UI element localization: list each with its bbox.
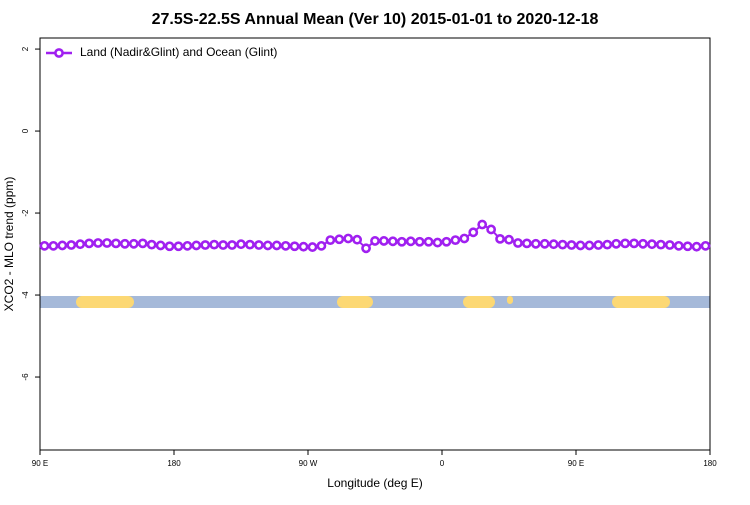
x-tick-label: 90 W xyxy=(299,459,318,468)
data-point xyxy=(262,240,273,251)
data-point xyxy=(209,239,220,250)
y-tick-label: -2 xyxy=(21,209,30,217)
x-axis-label: Longitude (deg E) xyxy=(327,476,422,490)
land-patch xyxy=(76,296,134,308)
data-point xyxy=(128,238,139,249)
x-tick-label: 90 E xyxy=(32,459,48,468)
data-point xyxy=(441,236,452,247)
data-point xyxy=(620,238,631,249)
data-point xyxy=(477,219,488,230)
data-point xyxy=(75,239,86,250)
data-point xyxy=(566,240,577,250)
data-point xyxy=(548,239,559,250)
data-point xyxy=(530,238,541,249)
y-tick-label: -4 xyxy=(21,291,30,299)
data-point xyxy=(343,233,354,244)
data-point xyxy=(495,233,505,244)
data-point xyxy=(271,240,282,251)
data-point xyxy=(236,239,246,250)
data-point xyxy=(191,240,202,251)
y-tick-label: 0 xyxy=(21,128,30,133)
data-point xyxy=(93,238,103,248)
data-point xyxy=(137,238,148,249)
data-point xyxy=(200,240,211,250)
land-patch xyxy=(463,296,495,308)
x-tick-label: 0 xyxy=(440,459,445,468)
data-point xyxy=(450,235,461,246)
data-point xyxy=(253,240,264,250)
land-patch xyxy=(612,296,670,308)
data-point xyxy=(361,243,371,254)
data-point xyxy=(155,240,166,251)
data-point xyxy=(673,240,684,251)
legend-label: Land (Nadir&Glint) and Ocean (Glint) xyxy=(80,45,277,59)
data-point xyxy=(664,240,675,250)
data-point xyxy=(387,236,398,247)
data-point xyxy=(352,234,363,245)
data-point xyxy=(691,241,702,252)
data-point xyxy=(57,240,68,251)
data-point xyxy=(557,239,568,250)
data-point xyxy=(218,240,229,250)
y-tick-label: -6 xyxy=(21,373,30,381)
data-point xyxy=(39,240,50,251)
data-point xyxy=(611,238,622,249)
x-tick-label: 90 E xyxy=(568,459,584,468)
data-point xyxy=(700,240,711,251)
data-point xyxy=(593,240,604,250)
data-point xyxy=(575,240,586,251)
land-patch xyxy=(337,296,373,308)
data-point xyxy=(504,234,514,245)
data-point xyxy=(370,236,380,246)
data-point xyxy=(84,238,95,249)
data-point xyxy=(655,239,666,250)
land-mask xyxy=(40,296,710,308)
x-tick-label: 180 xyxy=(167,459,181,468)
data-point xyxy=(245,239,255,250)
land-patch xyxy=(507,296,513,304)
data-point xyxy=(334,234,345,245)
data-point xyxy=(396,236,407,247)
data-point xyxy=(379,236,389,246)
data-point xyxy=(146,239,157,250)
data-point xyxy=(521,238,532,249)
x-tick-label: 180 xyxy=(703,459,717,468)
data-point xyxy=(173,241,184,252)
data-point xyxy=(280,240,291,251)
data-point xyxy=(289,241,300,252)
data-point xyxy=(111,238,121,249)
data-point xyxy=(513,238,523,248)
data-point xyxy=(638,238,648,249)
data-point xyxy=(227,240,237,250)
data-point xyxy=(182,240,193,251)
data-point xyxy=(468,227,479,238)
data-point xyxy=(164,241,175,252)
y-tick-label: 2 xyxy=(21,46,30,51)
data-point xyxy=(486,224,497,235)
ocean-strip xyxy=(40,296,710,308)
data-point xyxy=(459,233,470,244)
data-point xyxy=(682,241,693,252)
data-point xyxy=(307,242,318,252)
data-point xyxy=(119,238,130,249)
data-point xyxy=(584,240,595,251)
data-point xyxy=(647,239,657,250)
data-point xyxy=(539,238,550,249)
data-point xyxy=(102,238,112,248)
data-point xyxy=(298,241,309,252)
data-point xyxy=(629,238,639,249)
data-point xyxy=(66,240,77,250)
chart-title: 27.5S-22.5S Annual Mean (Ver 10) 2015-01… xyxy=(152,11,599,28)
data-point xyxy=(48,240,59,251)
data-point xyxy=(602,239,613,250)
legend-marker xyxy=(54,48,64,58)
data-point xyxy=(405,236,416,247)
data-point xyxy=(325,235,336,246)
data-point xyxy=(316,240,327,251)
data-point xyxy=(423,236,434,247)
data-point xyxy=(432,237,443,248)
y-axis-label: XCO2 - MLO trend (ppm) xyxy=(2,177,16,312)
data-point xyxy=(414,236,425,247)
